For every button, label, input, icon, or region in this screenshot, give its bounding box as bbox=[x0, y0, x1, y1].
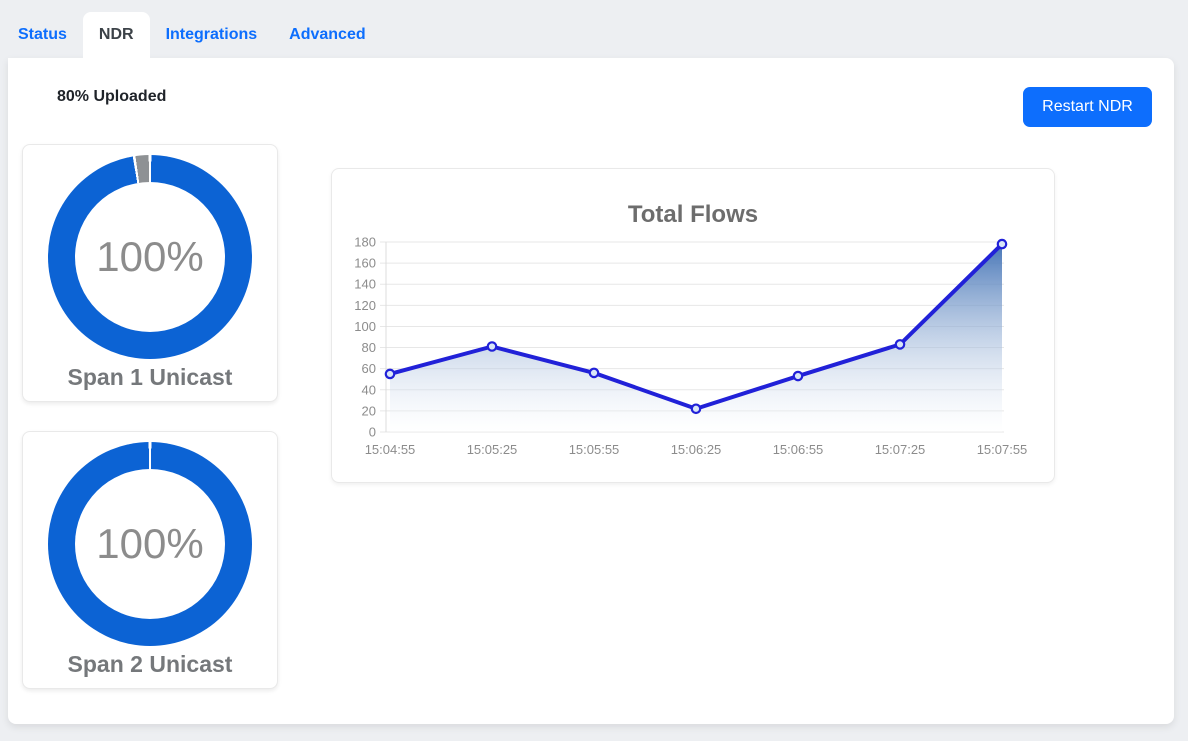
svg-text:60: 60 bbox=[362, 361, 376, 376]
total-flows-line-chart: 0 20 40 60 80 100 120 140 160 180 15:04:55 15:05:25… bbox=[354, 235, 1028, 458]
restart-ndr-button[interactable]: Restart NDR bbox=[1023, 87, 1152, 127]
svg-text:80: 80 bbox=[362, 340, 376, 355]
total-flows-card: Total Flows 0 20 40 60 80 100 120 140 160 180 15:0… bbox=[331, 168, 1055, 483]
span2-percent-label: 100% bbox=[96, 520, 204, 567]
span2-unicast-card: 100% Span 2 Unicast bbox=[22, 431, 278, 689]
svg-text:40: 40 bbox=[362, 382, 376, 397]
svg-text:15:04:55: 15:04:55 bbox=[365, 442, 416, 457]
svg-text:180: 180 bbox=[354, 235, 376, 250]
ndr-panel: 80% Uploaded Restart NDR 100% Span 1 Uni… bbox=[8, 58, 1174, 724]
svg-text:15:07:55: 15:07:55 bbox=[977, 442, 1028, 457]
span1-donut-chart: 100% bbox=[48, 155, 252, 359]
svg-text:160: 160 bbox=[354, 256, 376, 271]
svg-text:15:06:55: 15:06:55 bbox=[773, 442, 824, 457]
donut-hole bbox=[75, 469, 225, 619]
svg-text:140: 140 bbox=[354, 277, 376, 292]
svg-text:120: 120 bbox=[354, 298, 376, 313]
total-flows-title: Total Flows bbox=[627, 201, 759, 228]
tab-status[interactable]: Status bbox=[18, 26, 67, 43]
span1-unicast-card: 100% Span 1 Unicast bbox=[22, 144, 278, 402]
span2-donut-chart: 100% bbox=[48, 442, 252, 646]
svg-text:15:05:55: 15:05:55 bbox=[569, 442, 620, 457]
tab-ndr[interactable]: NDR bbox=[82, 12, 150, 58]
span2-title: Span 2 Unicast bbox=[67, 651, 233, 677]
tab-advanced[interactable]: Advanced bbox=[289, 26, 366, 43]
span1-title: Span 1 Unicast bbox=[67, 364, 233, 390]
donut-hole bbox=[75, 182, 225, 332]
svg-text:15:07:25: 15:07:25 bbox=[875, 442, 926, 457]
span1-percent-label: 100% bbox=[96, 233, 204, 280]
svg-text:20: 20 bbox=[362, 403, 376, 418]
settings-tabbar: Status NDR Integrations Advanced bbox=[2, 12, 382, 58]
svg-text:15:06:25: 15:06:25 bbox=[671, 442, 722, 457]
upload-progress-label: 80% Uploaded bbox=[57, 88, 167, 105]
svg-text:15:05:25: 15:05:25 bbox=[467, 442, 518, 457]
svg-text:0: 0 bbox=[369, 425, 376, 440]
tab-integrations[interactable]: Integrations bbox=[165, 26, 258, 43]
svg-text:100: 100 bbox=[354, 319, 376, 334]
